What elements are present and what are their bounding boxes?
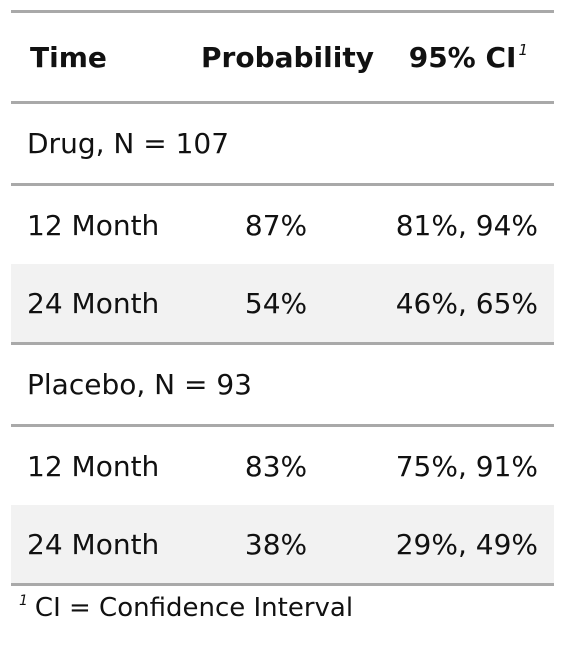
cell-time: 12 Month — [27, 208, 160, 242]
cell-time: 24 Month — [27, 286, 160, 320]
group-rule — [11, 424, 554, 427]
table-top-rule — [11, 10, 554, 13]
cell-ci: 46%, 65% — [395, 286, 538, 320]
column-header-time: Time — [30, 40, 107, 74]
table-row: 12 Month 87% 81%, 94% — [11, 186, 554, 264]
cell-time: 12 Month — [27, 449, 160, 483]
cell-ci: 75%, 91% — [395, 449, 538, 483]
cell-probability: 38% — [244, 527, 308, 561]
column-header-probability: Probability — [201, 40, 374, 74]
table-bottom-rule — [11, 583, 554, 586]
cell-time: 24 Month — [27, 527, 160, 561]
group-rule — [11, 342, 554, 345]
footnote-text: CI = Confidence Interval — [34, 593, 354, 623]
cell-probability: 87% — [244, 208, 308, 242]
table-row: 24 Month 38% 29%, 49% — [11, 505, 554, 583]
table-row: 24 Month 54% 46%, 65% — [11, 264, 554, 342]
ci-footnote-mark: 1 — [518, 40, 528, 59]
column-header-ci-label: 95% CI — [408, 40, 517, 74]
cell-probability: 83% — [244, 449, 308, 483]
group-row-placebo: Placebo, N = 93 — [11, 345, 554, 424]
survival-table: Time Probability 95% CI 1 Drug, N = 107 1… — [11, 10, 554, 586]
group-row-drug: Drug, N = 107 — [11, 104, 554, 183]
table-row: 12 Month 83% 75%, 91% — [11, 427, 554, 505]
cell-ci: 29%, 49% — [395, 527, 538, 561]
footnote-mark: 1 — [19, 593, 28, 609]
table-header-row: Time Probability 95% CI 1 — [11, 13, 554, 101]
table-footnote: 1 CI = Confidence Interval — [19, 593, 353, 623]
group-label: Drug, N = 107 — [27, 127, 230, 160]
group-rule — [11, 183, 554, 186]
cell-probability: 54% — [244, 286, 308, 320]
cell-ci: 81%, 94% — [395, 208, 538, 242]
column-header-ci: 95% CI 1 — [371, 41, 554, 74]
group-label: Placebo, N = 93 — [27, 368, 252, 401]
header-rule — [11, 101, 554, 104]
